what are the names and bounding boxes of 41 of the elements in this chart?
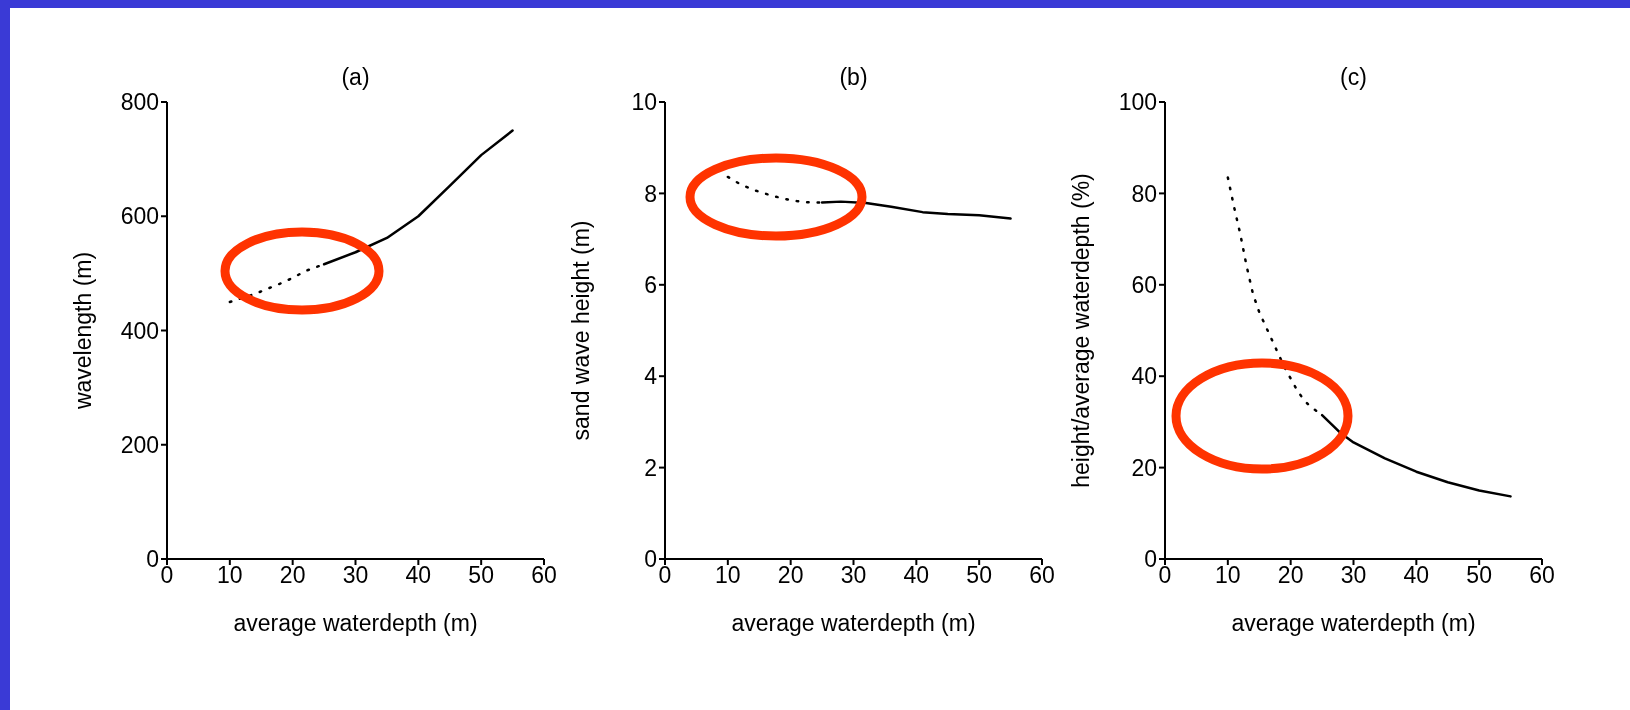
x-tick-label: 30 (342, 562, 369, 589)
y-tick-label: 8 (644, 180, 657, 207)
x-tick-label: 20 (279, 562, 306, 589)
y-axis-title: wavelength (m) (70, 251, 97, 411)
chart-title: (c) (1339, 64, 1368, 91)
chart-title: (b) (838, 64, 869, 91)
x-axis-title: average waterdepth (m) (731, 610, 976, 636)
x-tick-label: 60 (531, 562, 557, 589)
x-tick-label: 10 (1215, 562, 1241, 589)
y-tick-label: 100 (1118, 89, 1157, 116)
x-tick-label: 40 (903, 562, 930, 589)
x-tick-label: 20 (1277, 562, 1304, 589)
y-tick-label: 600 (120, 203, 159, 230)
x-tick-label: 10 (217, 562, 243, 589)
x-tick-label: 30 (1340, 562, 1367, 589)
x-tick-label: 40 (1403, 562, 1430, 589)
chart-title: (a) (340, 64, 371, 91)
y-tick-label: 4 (644, 363, 658, 390)
x-tick-label: 10 (715, 562, 741, 589)
x-tick-label: 20 (777, 562, 804, 589)
x-tick-label: 60 (1529, 562, 1555, 589)
x-tick-label: 50 (468, 562, 494, 589)
y-tick-label: 60 (1131, 271, 1157, 298)
y-axis-title: height/average waterdepth (%) (1068, 173, 1095, 488)
y-tick-label: 20 (1131, 454, 1157, 481)
x-axis-title: average waterdepth (m) (1231, 610, 1476, 636)
x-tick-label: 50 (1466, 562, 1492, 589)
x-axis-title: average waterdepth (m) (233, 610, 478, 636)
x-tick-label: 40 (405, 562, 432, 589)
y-tick-label: 80 (1131, 180, 1157, 207)
y-tick-label: 6 (644, 271, 657, 298)
x-tick-label: 50 (966, 562, 992, 589)
y-tick-label: 400 (120, 317, 159, 344)
y-axis-title: sand wave height (m) (568, 220, 595, 441)
x-tick-label: 30 (840, 562, 867, 589)
y-tick-label: 10 (631, 89, 657, 116)
y-tick-label: 200 (120, 431, 159, 458)
y-tick-label: 800 (120, 89, 159, 116)
x-tick-label: 60 (1029, 562, 1055, 589)
y-tick-label: 2 (644, 454, 657, 481)
y-tick-label: 40 (1131, 363, 1157, 390)
